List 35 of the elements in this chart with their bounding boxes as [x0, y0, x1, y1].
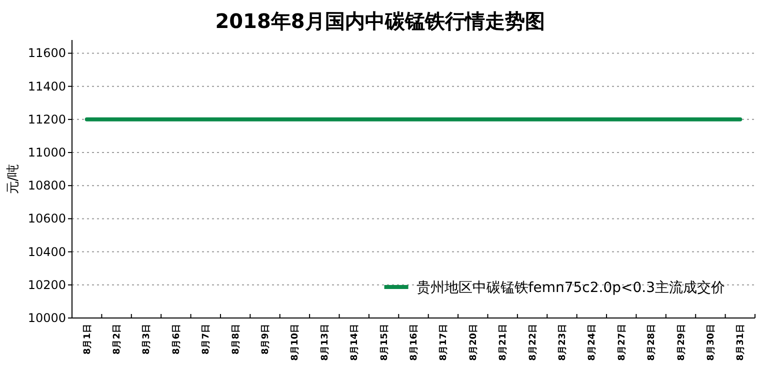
y-tick-label: 10800: [28, 178, 66, 193]
x-tick-label: 8月23日: [556, 324, 568, 361]
x-tick-label: 8月7日: [200, 324, 212, 355]
x-tick-label: 8月15日: [378, 324, 390, 361]
x-tick-label: 8月27日: [616, 324, 628, 361]
x-tick-label: 8月9日: [260, 324, 272, 355]
y-tick-label: 10400: [28, 244, 66, 259]
x-tick-label: 8月3日: [141, 324, 152, 355]
chart-title: 2018年8月国内中碳锰铁行情走势图: [215, 9, 545, 33]
y-tick-label: 11400: [28, 79, 66, 94]
x-tick-label: 8月10日: [290, 324, 301, 361]
x-tick-label: 8月24日: [586, 324, 598, 361]
x-tick-label: 8月14日: [349, 324, 360, 361]
y-tick-label: 10000: [28, 311, 66, 325]
x-tick-label: 8月16日: [408, 324, 420, 361]
x-tick-label: 8月29日: [676, 324, 687, 361]
legend-label: 贵州地区中碳锰铁femn75c2.0p<0.3主流成交价: [416, 280, 725, 296]
y-axis-title: 元/吨: [6, 164, 21, 194]
x-tick-label: 8月1日: [82, 324, 93, 355]
x-tick-label: 8月28日: [646, 324, 658, 361]
x-tick-label: 8月21日: [498, 324, 509, 361]
x-tick-label: 8月22日: [527, 324, 538, 361]
x-tick-label: 8月31日: [735, 324, 746, 361]
x-tick-label: 8月20日: [468, 324, 479, 361]
x-tick-label: 8月2日: [112, 324, 123, 355]
x-tick-label: 8月30日: [705, 324, 716, 361]
y-tick-label: 11200: [28, 112, 66, 126]
x-tick-label: 8月17日: [438, 324, 450, 361]
x-tick-label: 8月8日: [230, 324, 242, 355]
y-tick-label: 10200: [28, 278, 66, 292]
y-tick-label: 11000: [28, 146, 66, 160]
x-tick-label: 8月6日: [170, 324, 182, 355]
y-tick-label: 10600: [28, 212, 66, 226]
x-tick-label: 8月13日: [319, 324, 330, 361]
y-tick-label: 11600: [28, 46, 66, 60]
